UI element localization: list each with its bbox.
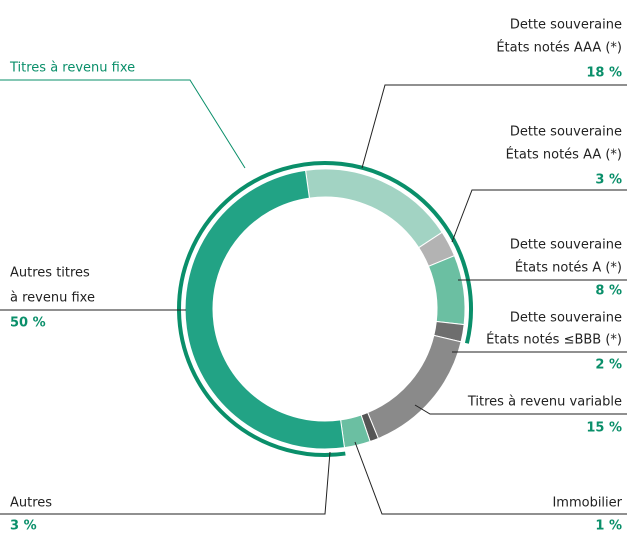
segment-label: États notés ≤BBB (*)	[486, 332, 622, 348]
value-label: 18 %	[586, 66, 622, 81]
donut-segment	[304, 168, 443, 249]
value-label: 2 %	[595, 358, 622, 373]
leader-line	[361, 84, 627, 169]
leader-line	[414, 404, 627, 415]
segment-label: États notés A (*)	[515, 260, 622, 276]
value-label: 3 %	[10, 519, 37, 533]
donut-segment	[427, 254, 466, 326]
segment-label: Titres à revenu variable	[467, 395, 622, 410]
value-label: 8 %	[595, 284, 622, 299]
segment-label: États notés AAA (*)	[496, 40, 622, 56]
group-arc	[177, 161, 473, 457]
segment-label: à revenu fixe	[10, 291, 95, 306]
group-label: Titres à revenu fixe	[9, 61, 135, 76]
value-label: 15 %	[586, 421, 622, 436]
leader-line	[0, 451, 331, 515]
segment-label: Dette souveraine	[510, 238, 622, 253]
leader-line	[354, 441, 627, 515]
segment-label: Dette souveraine	[510, 311, 622, 326]
group-leader	[0, 79, 246, 169]
donut-segment	[367, 334, 462, 440]
segment-label: Immobilier	[552, 496, 622, 511]
donut-segment	[184, 169, 346, 450]
segment-label: États notés AA (*)	[506, 147, 622, 163]
segment-label: Dette souveraine	[510, 18, 622, 33]
leader-line	[451, 189, 627, 243]
segment-label: Autres	[10, 496, 52, 511]
segment-label: Dette souveraine	[510, 125, 622, 140]
segment-label: Autres titres	[10, 266, 90, 281]
value-label: 50 %	[10, 316, 46, 331]
value-label: 3 %	[595, 173, 622, 188]
value-label: 1 %	[595, 519, 622, 533]
